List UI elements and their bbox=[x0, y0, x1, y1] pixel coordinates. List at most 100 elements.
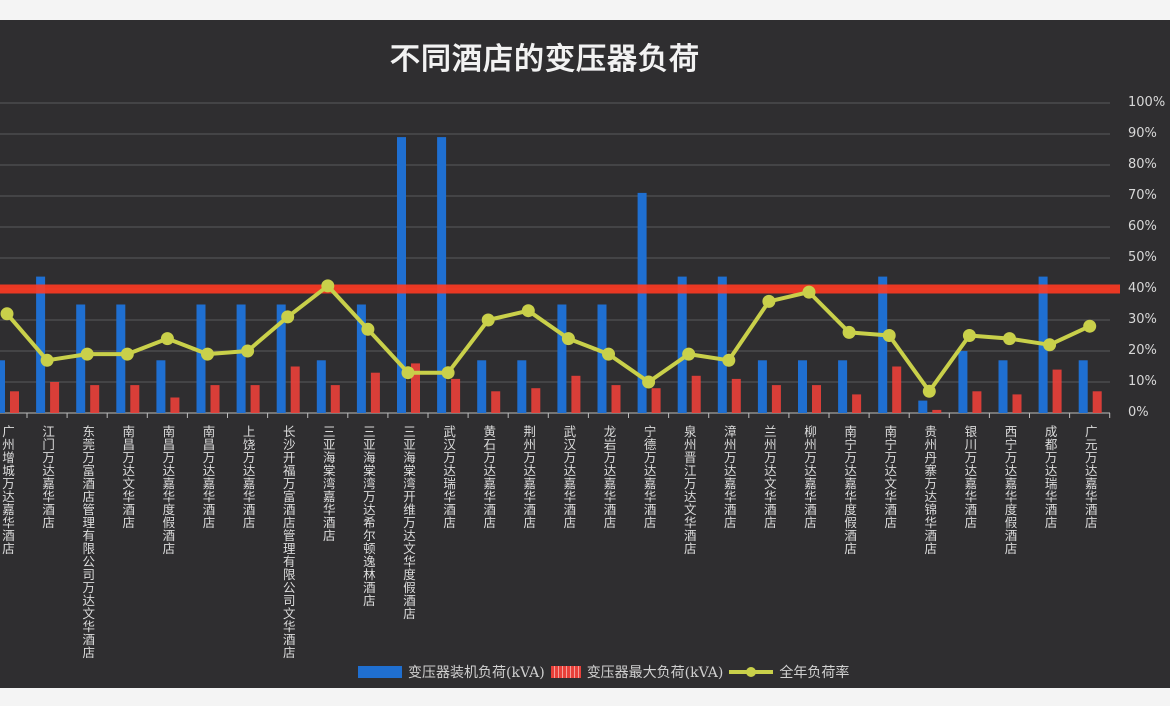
bar-installed-load bbox=[878, 276, 888, 413]
x-tick-label: 武汉万达瑞华酒店 bbox=[441, 425, 457, 529]
legend-swatch-line bbox=[729, 667, 774, 677]
x-tick-label: 南昌万达嘉华度假酒店 bbox=[160, 425, 176, 555]
legend-item-installed: 变压器装机负荷(kVA) bbox=[358, 662, 545, 682]
bar-max-load bbox=[290, 366, 300, 413]
bar-max-load bbox=[50, 382, 60, 413]
legend-swatch-red bbox=[550, 666, 581, 678]
legend: 变压器装机负荷(kVA) 变压器最大负荷(kVA) 全年负荷率 bbox=[358, 662, 855, 682]
x-tick-label: 长沙开福万富酒店管理有限公司文华酒店 bbox=[280, 425, 296, 659]
bar-installed-load bbox=[397, 137, 406, 413]
point-annual-load-rate bbox=[842, 325, 856, 339]
bar-installed-load bbox=[116, 304, 126, 413]
bar-installed-load bbox=[918, 400, 928, 413]
point-annual-load-rate bbox=[762, 294, 776, 308]
point-annual-load-rate bbox=[1043, 338, 1057, 352]
point-annual-load-rate bbox=[642, 375, 656, 389]
point-annual-load-rate bbox=[802, 285, 816, 299]
bar-installed-load bbox=[437, 137, 447, 413]
bar-max-load bbox=[812, 385, 821, 413]
y-tick-label: 50% bbox=[1128, 250, 1157, 265]
y-tick-label: 80% bbox=[1128, 157, 1157, 172]
bar-max-load bbox=[451, 378, 461, 413]
point-annual-load-rate bbox=[682, 347, 696, 361]
legend-item-max: 变压器最大负荷(kVA) bbox=[550, 662, 723, 682]
y-tick-label: 10% bbox=[1128, 374, 1157, 389]
point-annual-load-rate bbox=[1083, 319, 1097, 333]
bar-max-load bbox=[571, 375, 581, 413]
point-annual-load-rate bbox=[120, 347, 134, 361]
point-annual-load-rate bbox=[481, 313, 495, 327]
bar-max-load bbox=[651, 388, 661, 413]
x-tick-label: 南昌万达文华酒店 bbox=[120, 425, 136, 529]
y-tick-label: 0% bbox=[1128, 405, 1149, 420]
y-tick-label: 70% bbox=[1128, 188, 1157, 203]
bar-installed-load bbox=[76, 304, 86, 413]
point-annual-load-rate bbox=[922, 384, 936, 398]
bar-installed-load bbox=[0, 360, 5, 413]
x-tick-label: 三亚海棠湾嘉华酒店 bbox=[320, 425, 336, 542]
bar-installed-load bbox=[196, 304, 206, 413]
bar-max-load bbox=[10, 391, 19, 413]
x-tick-label: 广州增城万达嘉华酒店 bbox=[0, 425, 15, 555]
point-annual-load-rate bbox=[281, 310, 295, 324]
point-annual-load-rate bbox=[882, 329, 896, 342]
chart-title: 不同酒店的变压器负荷 bbox=[390, 42, 700, 77]
bar-installed-load bbox=[998, 360, 1008, 413]
x-tick-label: 江门万达嘉华酒店 bbox=[40, 425, 56, 529]
bar-installed-load bbox=[637, 192, 647, 413]
bar-max-load bbox=[1052, 369, 1062, 413]
bar-installed-load bbox=[36, 276, 46, 413]
point-annual-load-rate bbox=[40, 353, 54, 367]
point-annual-load-rate bbox=[722, 353, 736, 367]
bar-max-load bbox=[972, 391, 982, 413]
bar-installed-load bbox=[316, 360, 326, 413]
bar-max-load bbox=[250, 385, 260, 413]
x-tick-label: 黄石万达嘉华酒店 bbox=[481, 425, 497, 529]
x-tick-label: 荆州万达嘉华酒店 bbox=[521, 425, 537, 529]
bar-installed-load bbox=[597, 304, 607, 413]
bar-installed-load bbox=[356, 304, 366, 413]
x-tick-label: 贵州丹寨万达锦华酒店 bbox=[922, 425, 938, 555]
bar-max-load bbox=[731, 378, 741, 413]
bar-installed-load bbox=[1078, 360, 1088, 413]
point-annual-load-rate bbox=[1003, 332, 1016, 346]
x-tick-label: 东莞万富酒店管理有限公司万达文华酒店 bbox=[80, 425, 96, 659]
bar-max-load bbox=[771, 385, 781, 413]
point-annual-load-rate bbox=[602, 347, 615, 361]
x-tick-label: 宁德万达嘉华酒店 bbox=[641, 425, 657, 529]
bar-max-load bbox=[411, 363, 420, 413]
plot-svg bbox=[0, 102, 1120, 418]
x-tick-label: 武汉万达嘉华酒店 bbox=[561, 425, 577, 529]
bar-installed-load bbox=[517, 360, 527, 413]
x-tick-label: 成都万达瑞华酒店 bbox=[1042, 425, 1058, 529]
point-annual-load-rate bbox=[80, 347, 94, 361]
x-tick-label: 南宁万达嘉华度假酒店 bbox=[842, 425, 858, 555]
point-annual-load-rate bbox=[321, 279, 335, 293]
bar-max-load bbox=[611, 385, 621, 413]
bar-max-load bbox=[892, 366, 902, 413]
x-tick-label: 漳州万达嘉华酒店 bbox=[721, 425, 737, 529]
point-annual-load-rate bbox=[241, 344, 255, 358]
bar-installed-load bbox=[958, 351, 968, 413]
bar-max-load bbox=[210, 385, 220, 413]
chart-area: 不同酒店的变压器负荷 广州增城万达嘉华酒店 江门万达嘉华酒店 东莞万富酒店管理有限公… bbox=[0, 20, 1170, 688]
bar-max-load bbox=[330, 385, 340, 413]
bar-installed-load bbox=[557, 304, 567, 413]
x-tick-label: 三亚海棠湾万达希尔顿逸林酒店 bbox=[360, 425, 376, 607]
bar-max-load bbox=[130, 385, 140, 413]
bar-installed-load bbox=[677, 276, 687, 413]
x-tick-label: 泉州晋江万达文华酒店 bbox=[681, 425, 697, 555]
point-annual-load-rate bbox=[0, 307, 14, 321]
bar-installed-load bbox=[156, 360, 166, 413]
legend-item-rate: 全年负荷率 bbox=[729, 662, 849, 682]
x-tick-label: 银川万达嘉华酒店 bbox=[962, 425, 978, 529]
bar-max-load bbox=[491, 391, 501, 413]
bar-max-load bbox=[1092, 391, 1102, 413]
bar-max-load bbox=[691, 375, 701, 413]
x-tick-label: 柳州万达嘉华酒店 bbox=[802, 425, 817, 529]
bar-max-load bbox=[932, 409, 942, 413]
bar-max-load bbox=[531, 388, 541, 413]
bar-installed-load bbox=[236, 304, 246, 413]
y-tick-label: 100% bbox=[1128, 95, 1166, 110]
x-tick-label: 兰州万达文华酒店 bbox=[761, 425, 777, 529]
